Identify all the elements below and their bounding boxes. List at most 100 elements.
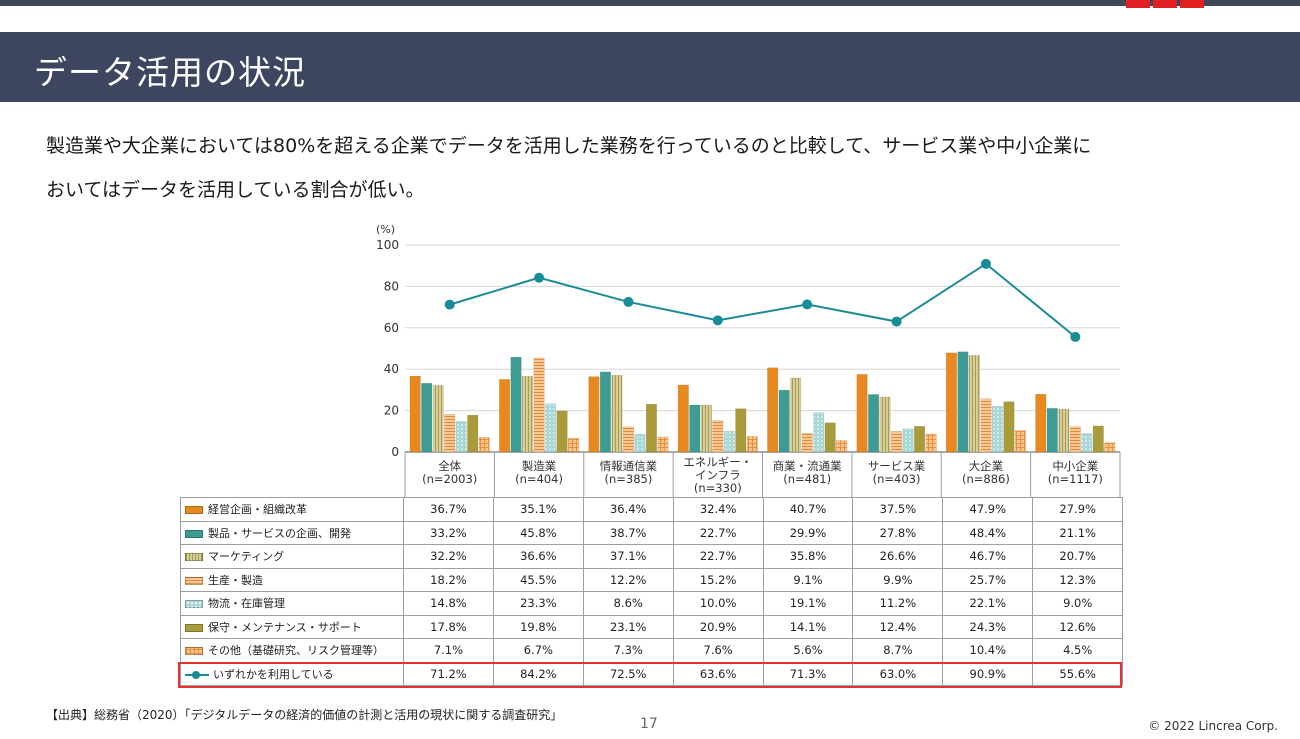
bar — [599, 371, 611, 453]
bar — [925, 433, 937, 453]
bar — [588, 376, 600, 453]
line-point — [444, 299, 455, 310]
y-tick-label: 100 — [376, 238, 399, 252]
x-tick-label: (n=1117) — [1048, 472, 1103, 486]
bar — [790, 377, 802, 453]
x-tick-label: (n=2003) — [422, 472, 477, 486]
y-tick-label: 20 — [384, 404, 399, 418]
row-label: 製品・サービスの企画、開発 — [180, 520, 404, 545]
bar — [689, 404, 701, 453]
bar — [409, 375, 421, 453]
highlight-frame — [178, 662, 1122, 688]
table-cell: 8.7% — [852, 638, 944, 663]
row-label: 生産・製造 — [180, 567, 404, 592]
table-cell: 9.9% — [852, 567, 944, 592]
table-cell: 35.8% — [762, 544, 854, 569]
table-cell: 7.6% — [672, 638, 764, 663]
row-label-text: マーケティング — [208, 550, 285, 564]
table-cell: 90.9% — [942, 661, 1034, 686]
table-cell: 12.6% — [1032, 614, 1124, 639]
bar — [657, 436, 669, 453]
table-row: いずれかを利用している 71.2% 84.2% 72.5% 63.6% 71.3% 63.0… — [180, 661, 1124, 686]
bar — [1104, 442, 1116, 453]
bar — [455, 421, 467, 453]
table-cell: 14.8% — [403, 591, 494, 616]
table-cell: 22.1% — [942, 591, 1034, 616]
x-tick-label: 全体 — [438, 459, 461, 473]
table-cell: 48.4% — [942, 520, 1034, 545]
line-point — [623, 296, 634, 307]
bar — [891, 431, 903, 453]
bar — [622, 426, 634, 453]
y-axis-label: (%) — [376, 223, 395, 236]
table-cell: 36.7% — [403, 497, 494, 522]
table-row: 経営企画・組織改革 36.7% 35.1% 36.4% 32.4% 40.7% 37.5% 4… — [180, 497, 1124, 522]
line-point — [980, 258, 991, 269]
line-point — [1070, 331, 1081, 342]
bar — [712, 420, 724, 453]
table-cell: 63.6% — [672, 661, 764, 686]
table-cell: 47.9% — [942, 497, 1034, 522]
row-label-text: その他（基礎研究、リスク管理等） — [208, 644, 384, 658]
bar — [510, 356, 522, 453]
table-row: 生産・製造 18.2% 45.5% 12.2% 15.2% 9.1% 9.9% 25.7% 12… — [180, 567, 1124, 592]
table-cell: 19.1% — [762, 591, 854, 616]
table-cell: 38.7% — [582, 520, 674, 545]
table-cell: 63.0% — [852, 661, 944, 686]
bar — [856, 374, 868, 453]
x-tick-label: エネルギー・ — [683, 455, 752, 469]
table-row: 製品・サービスの企画、開発 33.2% 45.8% 38.7% 22.7% 29.9% 27… — [180, 520, 1124, 545]
x-tick-label: (n=403) — [873, 472, 921, 486]
table-cell: 5.6% — [762, 638, 854, 663]
bar — [824, 422, 836, 453]
page-number: 17 — [640, 716, 658, 732]
bar — [902, 428, 914, 453]
table-cell: 22.7% — [672, 544, 764, 569]
bar — [746, 436, 758, 453]
table-cell: 32.4% — [672, 497, 764, 522]
bar — [677, 384, 689, 453]
table-cell: 23.1% — [582, 614, 674, 639]
table-cell: 37.5% — [852, 497, 944, 522]
source-note: 【出典】総務省（2020）「デジタルデータの経済的価値の計測と活用の現状に関する… — [46, 708, 563, 722]
bar — [1092, 425, 1104, 453]
row-label-text: 経営企画・組織改革 — [208, 503, 307, 517]
bar — [1035, 393, 1047, 453]
row-label: マーケティング — [180, 544, 404, 569]
table-cell: 29.9% — [762, 520, 854, 545]
table-cell: 12.4% — [852, 614, 944, 639]
lead-line-2: おいてはデータを活用している割合が低い。 — [46, 179, 425, 201]
table-row: 物流・在庫管理 14.8% 23.3% 8.6% 10.0% 19.1% 11.2% 22.1… — [180, 591, 1124, 616]
y-tick-label: 80 — [384, 279, 399, 293]
row-label: いずれかを利用している — [180, 661, 404, 686]
slide-title: データ活用の状況 — [34, 53, 306, 92]
bar — [957, 351, 969, 453]
bar — [533, 357, 545, 453]
table-cell: 25.7% — [942, 567, 1034, 592]
brand-blocks — [1126, 0, 1204, 8]
bar — [1046, 408, 1058, 453]
row-label: その他（基礎研究、リスク管理等） — [180, 638, 404, 663]
row-label-text: 保守・メンテナンス・サポート — [208, 620, 362, 634]
row-label-text: 生産・製造 — [208, 573, 263, 587]
table-cell: 72.5% — [582, 661, 674, 686]
table-cell: 9.0% — [1032, 591, 1124, 616]
legend-swatch — [185, 600, 203, 609]
bar — [914, 426, 926, 453]
table-cell: 20.9% — [672, 614, 764, 639]
legend-swatch — [185, 529, 203, 538]
x-tick-label: サービス業 — [868, 459, 926, 473]
table-cell: 24.3% — [942, 614, 1034, 639]
x-tick-label: 商業・流通業 — [773, 459, 842, 473]
line-series — [449, 262, 1076, 338]
row-label-text: いずれかを利用している — [213, 667, 334, 681]
table-cell: 22.7% — [672, 520, 764, 545]
table-cell: 27.9% — [1032, 497, 1124, 522]
row-label-text: 製品・サービスの企画、開発 — [208, 526, 351, 540]
bar — [735, 408, 747, 453]
table-cell: 7.1% — [403, 638, 494, 663]
bar — [432, 385, 444, 453]
bar — [991, 406, 1003, 453]
bar — [980, 398, 992, 453]
x-tick-label: インフラ — [695, 468, 741, 482]
